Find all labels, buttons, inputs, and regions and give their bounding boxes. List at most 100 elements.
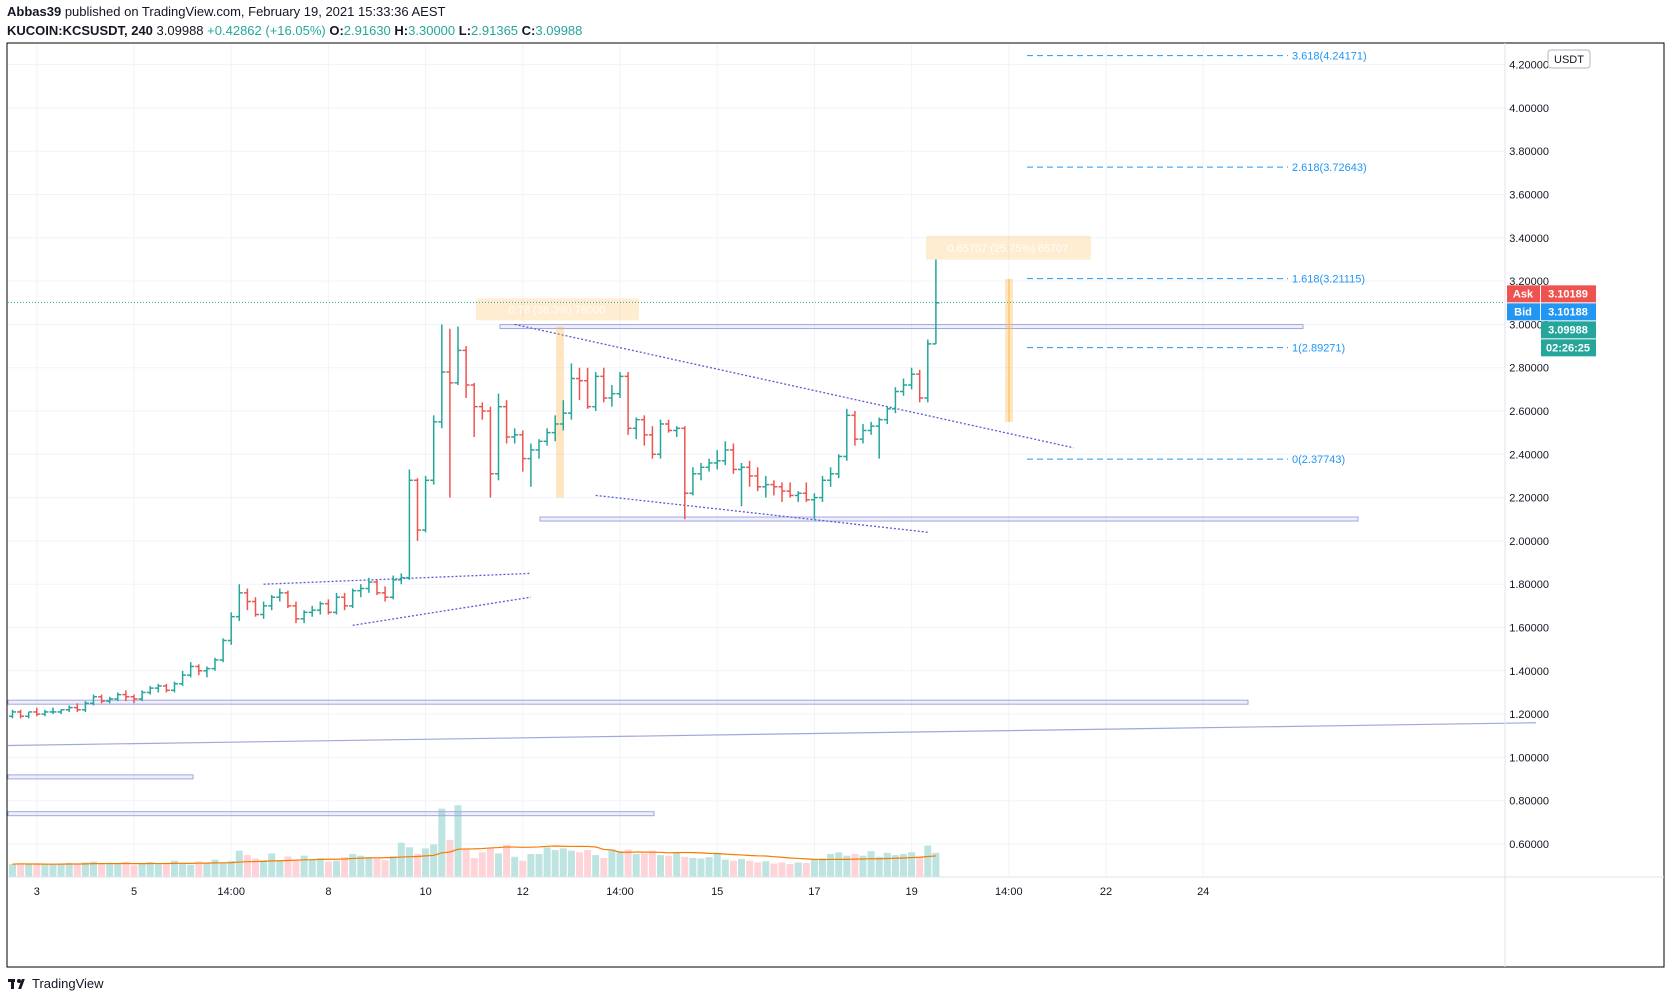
brand-label[interactable]: TradingView xyxy=(32,976,104,991)
volume-bar xyxy=(746,860,754,877)
close-value: 3.09988 xyxy=(535,23,583,38)
measure-label-bg xyxy=(926,235,1091,260)
volume-bar xyxy=(17,863,25,877)
volume-bar xyxy=(600,857,608,877)
price-tag-value: 3.10188 xyxy=(1548,306,1588,318)
volume-bar xyxy=(146,862,154,877)
time-tick-label: 14:00 xyxy=(606,886,634,898)
volume-bar xyxy=(616,851,624,877)
fib-level-label: 0(2.37743) xyxy=(1292,454,1345,466)
price-tag-label-bg xyxy=(1507,285,1540,303)
volume-bar xyxy=(154,864,162,877)
volume-bar xyxy=(535,853,543,877)
volume-bar xyxy=(519,860,527,877)
price-tick-label: 3.20000 xyxy=(1509,276,1549,288)
candles xyxy=(9,259,940,719)
volume-bar xyxy=(729,860,737,877)
price-tick-label: 2.40000 xyxy=(1509,449,1549,461)
change-value: +0.42862 (+16.05%) xyxy=(207,23,326,38)
time-tick-label: 8 xyxy=(325,886,331,898)
fib-level-label: 2.618(3.72643) xyxy=(1292,162,1367,174)
volume-bar xyxy=(527,853,535,877)
volume-bar xyxy=(324,861,332,877)
dotted-trendline xyxy=(352,596,532,626)
volume-bar xyxy=(673,852,681,877)
price-tick-label: 1.00000 xyxy=(1509,752,1549,764)
last-price: 3.09988 xyxy=(156,23,204,38)
volume-bar xyxy=(268,853,276,877)
volume-ma-line xyxy=(12,845,936,865)
volume-bar xyxy=(130,865,138,877)
volume-bar xyxy=(33,864,41,877)
open-value: 2.91630 xyxy=(343,23,391,38)
volume-bar xyxy=(227,861,235,877)
dotted-trendline xyxy=(514,323,1074,449)
volume-bar xyxy=(470,857,478,877)
volume-bar xyxy=(162,863,170,877)
volume-bar xyxy=(243,855,251,877)
time-tick-label: 3 xyxy=(34,886,40,898)
volume-bar xyxy=(543,847,551,877)
volume-bar xyxy=(503,845,511,877)
long-trendline xyxy=(7,722,1537,747)
volume-bar xyxy=(908,852,916,877)
volume-bar xyxy=(219,862,227,877)
price-axis[interactable]: 0.60000 0.80000 1.00000 1.20000 1.40000 1.600… xyxy=(1504,43,1591,967)
volume-bar xyxy=(73,864,81,877)
volume-bar xyxy=(414,853,421,877)
volume-bar xyxy=(41,864,49,877)
volume-bars xyxy=(9,805,940,877)
author-name[interactable]: Abbas39 xyxy=(7,4,62,19)
volume-bar xyxy=(705,857,713,877)
volume-bar xyxy=(187,864,195,877)
low-label: L: xyxy=(458,23,472,38)
volume-bar xyxy=(916,856,924,877)
currency-box xyxy=(1547,49,1591,69)
volume-bar xyxy=(252,858,259,877)
volume-bar xyxy=(284,856,292,877)
volume-bar xyxy=(333,860,340,877)
time-tick-label: 5 xyxy=(131,886,137,898)
volume-bar xyxy=(292,859,300,877)
volume-bar xyxy=(81,862,89,877)
volume-bar xyxy=(300,855,308,877)
volume-bar xyxy=(486,848,494,877)
volume-bar xyxy=(786,864,794,877)
volume-bar xyxy=(203,863,211,877)
tradingview-logo-icon xyxy=(8,977,28,991)
time-axis[interactable]: 3 5 14:00 8 10 12 14:00 15 17 19 14:00 22 24 xyxy=(8,876,1664,967)
fib-level-label: 3.618(4.24171) xyxy=(1292,51,1367,63)
price-tick-label: 2.20000 xyxy=(1509,493,1549,505)
price-tick-label: 1.20000 xyxy=(1509,709,1549,721)
support-zone xyxy=(7,774,194,780)
volume-bar xyxy=(454,805,462,877)
volume-bar xyxy=(754,862,762,877)
volume-bar xyxy=(697,858,705,877)
volume-bar xyxy=(819,858,826,877)
time-tick-label: 19 xyxy=(905,886,917,898)
time-tick-label: 22 xyxy=(1100,886,1112,898)
volume-bar xyxy=(551,850,559,877)
volume-bar xyxy=(106,862,114,877)
volume-bar xyxy=(349,853,357,877)
publish-info: published on TradingView.com, February 1… xyxy=(61,4,446,19)
fib-level-label: 1.618(3.21115) xyxy=(1292,274,1365,286)
volume-bar xyxy=(851,853,859,877)
dotted-trendline xyxy=(263,572,531,585)
price-tag-value: 3.10189 xyxy=(1548,288,1588,300)
price-tick-label: 1.60000 xyxy=(1509,623,1549,635)
volume-bar xyxy=(891,855,899,877)
volume-bar xyxy=(924,845,932,877)
chart-frame xyxy=(6,42,1665,968)
price-tag-value-bg xyxy=(1541,339,1596,357)
volume-bar xyxy=(624,849,632,877)
volume-bar xyxy=(608,849,616,877)
price-tag-label-bg xyxy=(1507,303,1540,321)
price-tag-label: Bid xyxy=(1514,306,1532,318)
volume-bar xyxy=(802,862,810,877)
footer: TradingView xyxy=(8,976,104,991)
volume-bar xyxy=(25,864,33,877)
volume-bar xyxy=(721,859,729,877)
price-tick-label: 1.80000 xyxy=(1509,579,1549,591)
